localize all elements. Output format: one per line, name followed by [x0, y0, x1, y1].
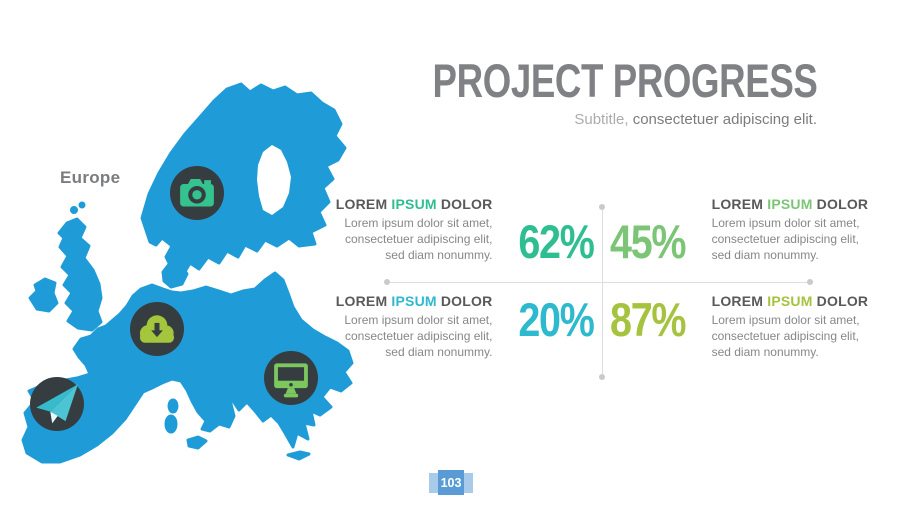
stat-block-4: 87% LOREM IPSUM DOLOR Lorem ipsum dolor … — [610, 293, 868, 361]
stat-body: Lorem ipsum dolor sit amet, consectetuer… — [344, 216, 493, 262]
stat-value: 62% — [518, 215, 595, 268]
badge-left-wing — [429, 472, 438, 493]
stat-block-3: LOREM IPSUM DOLOR Lorem ipsum dolor sit … — [335, 293, 595, 361]
divider-dot-top — [599, 204, 605, 210]
divider-dot-bottom — [599, 374, 605, 380]
stat-body: Lorem ipsum dolor sit amet, consectetuer… — [344, 313, 493, 359]
europe-map — [21, 82, 354, 464]
page-subtitle: Subtitle, consectetuer adipiscing elit. — [324, 111, 817, 128]
stat-value: 87% — [610, 293, 686, 346]
camera-icon[interactable] — [170, 166, 224, 220]
page-number: 103 — [438, 470, 464, 495]
europe-landmass — [21, 82, 354, 464]
subtitle-prefix: Subtitle, — [574, 111, 629, 128]
stat-block-2: 45% LOREM IPSUM DOLOR Lorem ipsum dolor … — [610, 196, 868, 268]
stat-heading: LOREM IPSUM DOLOR — [335, 196, 493, 212]
monitor-icon[interactable] — [264, 351, 318, 405]
stat-heading: LOREM IPSUM DOLOR — [711, 196, 869, 212]
page-number-badge[interactable]: 103 — [429, 470, 473, 495]
stat-heading: LOREM IPSUM DOLOR — [711, 293, 869, 309]
divider-dot-right — [807, 279, 813, 285]
cloud-download-icon[interactable] — [130, 302, 184, 356]
horizontal-divider — [387, 282, 810, 283]
gulf-of-bothnia — [257, 145, 291, 215]
stat-value: 45% — [610, 215, 686, 268]
badge-right-wing — [464, 472, 473, 493]
vertical-divider — [602, 208, 603, 376]
stat-block-1: LOREM IPSUM DOLOR Lorem ipsum dolor sit … — [335, 196, 595, 268]
stat-body: Lorem ipsum dolor sit amet, consectetuer… — [711, 216, 860, 262]
subtitle-text: consectetuer adipiscing elit. — [632, 111, 817, 128]
slide-header: PROJECT PROGRESS Subtitle, consectetuer … — [324, 57, 817, 128]
stat-value: 20% — [518, 293, 595, 346]
stat-body: Lorem ipsum dolor sit amet, consectetuer… — [711, 313, 860, 359]
page-title: PROJECT PROGRESS — [432, 54, 817, 107]
stat-heading: LOREM IPSUM DOLOR — [335, 293, 493, 309]
paper-plane-icon[interactable] — [30, 377, 84, 431]
divider-dot-left — [384, 279, 390, 285]
map-label-europe: Europe — [60, 168, 121, 187]
